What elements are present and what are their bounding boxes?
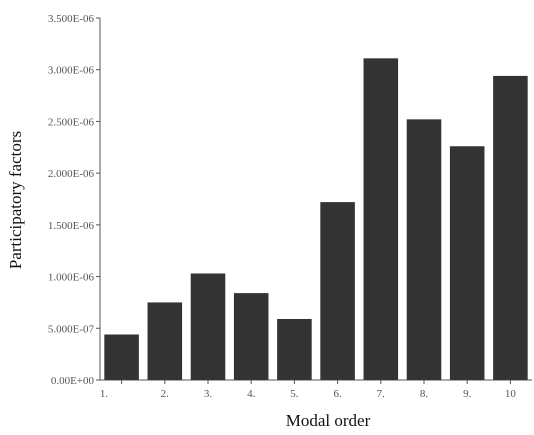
bar-8: [406, 119, 442, 381]
y-axis-title: Participatory factors: [6, 131, 25, 269]
y-tick-label: 5.000E-07: [48, 323, 95, 335]
bars: [104, 58, 528, 381]
y-tick-label: 1.000E-06: [48, 272, 95, 284]
x-axis: 1. 2. 3. 4. 5. 6. 7. 8. 9. 10: [100, 380, 517, 400]
bar-7: [363, 58, 399, 380]
y-tick-label: 3.000E-06: [48, 65, 95, 77]
x-tick-label: 4.: [247, 388, 256, 400]
x-tick-label: 5.: [290, 388, 299, 400]
x-axis-title: Modal order: [286, 411, 371, 430]
bar-4: [233, 293, 269, 380]
x-tick-label: 3.: [204, 388, 213, 400]
bar-2: [147, 302, 183, 380]
y-axis: 0.00E+00 5.000E-07 1.000E-06 1.500E-06 2.000…: [48, 13, 100, 387]
y-tick-label: 0.00E+00: [51, 375, 95, 387]
y-tick-label: 1.500E-06: [48, 220, 95, 232]
bar-9: [449, 146, 485, 380]
bar-1: [104, 334, 139, 380]
x-tick-label: 10: [505, 388, 517, 400]
bar-6: [320, 202, 355, 380]
x-tick-label: 6.: [333, 388, 342, 400]
y-tick-label: 2.000E-06: [48, 168, 95, 180]
bar-3: [190, 273, 226, 380]
y-tick-label: 2.500E-06: [48, 116, 95, 128]
bar-10: [493, 75, 528, 381]
x-tick-label: 8.: [420, 388, 429, 400]
x-tick-label: 1.: [100, 388, 109, 400]
x-tick-label: 7.: [377, 388, 386, 400]
x-tick-label: 2.: [161, 388, 170, 400]
bar-5: [277, 318, 312, 380]
y-tick-label: 3.500E-06: [48, 13, 95, 25]
x-tick-label: 9.: [463, 388, 472, 400]
